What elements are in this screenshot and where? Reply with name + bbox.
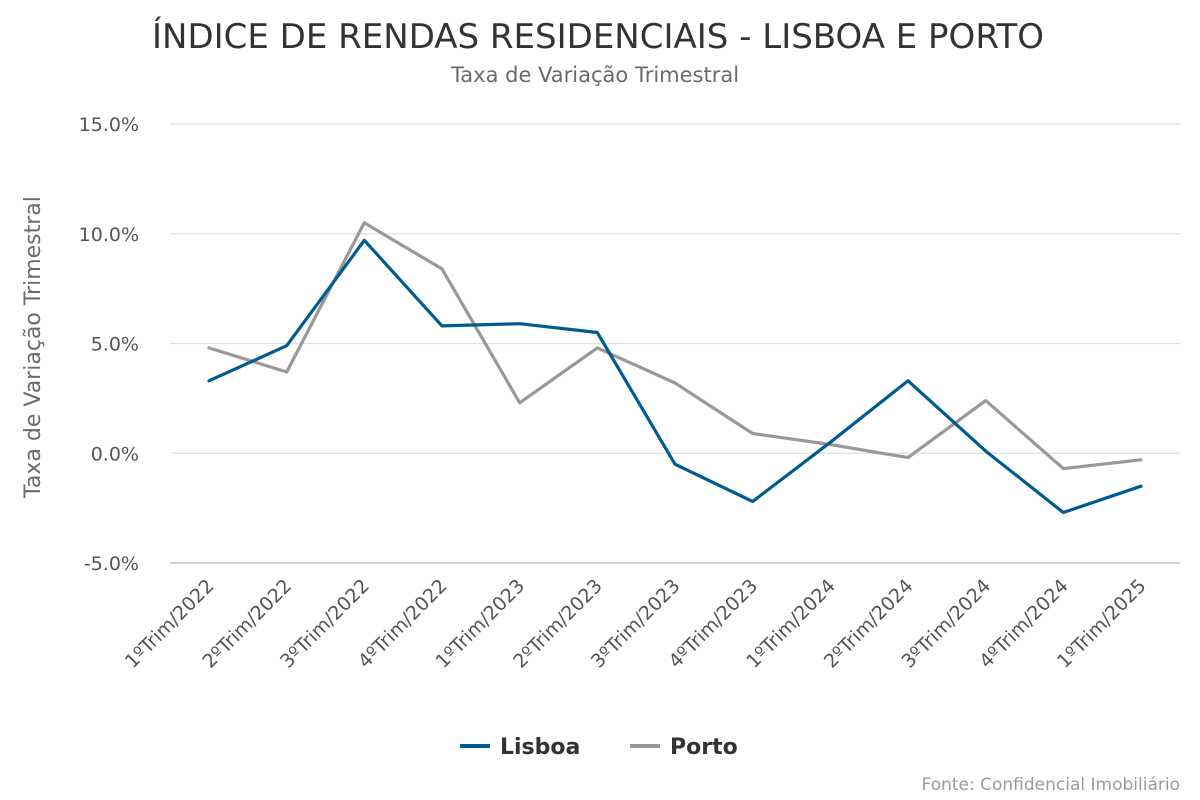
chart-subtitle: Taxa de Variação Trimestral — [450, 63, 739, 87]
legend: Lisboa Porto — [460, 735, 738, 760]
y-tick-labels: -5.0% 0.0% 5.0% 10.0% 15.0% — [79, 114, 139, 575]
series-line-lisboa — [207, 238, 1143, 515]
chart-title: ÍNDICE DE RENDAS RESIDENCIAIS - LISBOA E… — [152, 16, 1044, 57]
y-tick-label: -5.0% — [84, 553, 139, 575]
y-axis-label: Taxa de Variação Trimestral — [21, 196, 46, 499]
y-tick-label: 5.0% — [91, 334, 139, 356]
legend-label-porto: Porto — [670, 735, 738, 760]
series-lines — [207, 221, 1143, 515]
source-note: Fonte: Confidencial Imobiliário — [922, 775, 1180, 795]
x-tick-labels: 1ºTrim/20222ºTrim/20223ºTrim/20224ºTrim/… — [121, 575, 1151, 673]
gridlines — [170, 123, 1180, 564]
series-line-porto — [207, 221, 1143, 471]
legend-label-lisboa: Lisboa — [500, 735, 580, 760]
y-tick-label: 10.0% — [79, 224, 139, 246]
y-tick-label: 15.0% — [79, 114, 139, 136]
y-tick-label: 0.0% — [91, 443, 139, 465]
